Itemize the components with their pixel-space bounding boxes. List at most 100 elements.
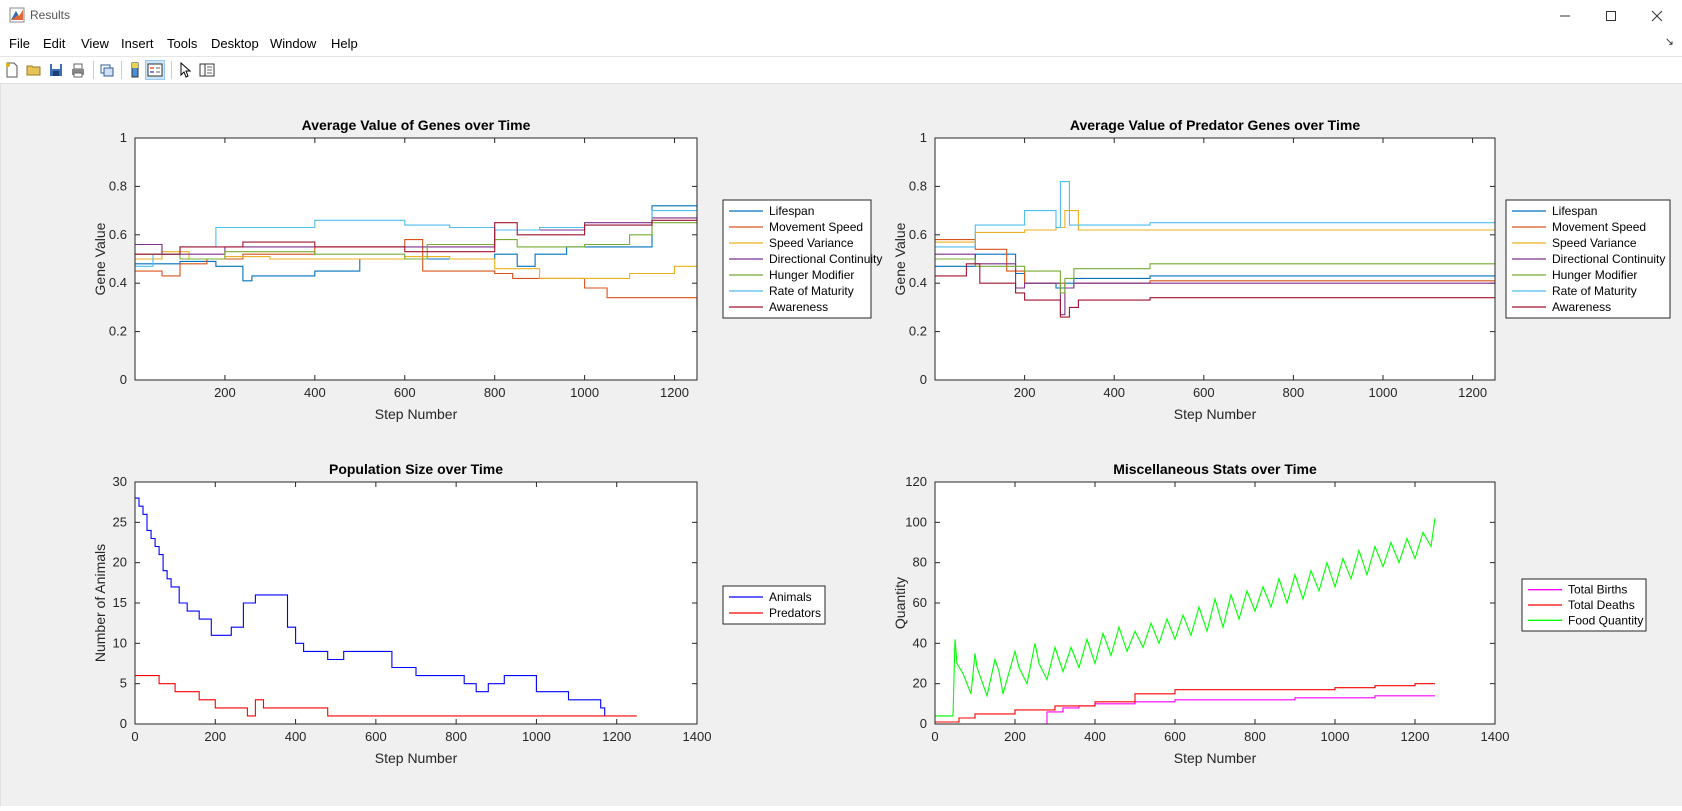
menu-desktop[interactable]: Desktop [211, 36, 259, 51]
title-bar: Results [0, 0, 1682, 31]
plot-area [935, 138, 1495, 380]
y-axis-label: Quantity [892, 577, 908, 629]
x-tick-label: 800 [445, 729, 467, 744]
x-tick-label: 200 [1004, 729, 1026, 744]
insert-colorbar-icon[interactable] [125, 60, 145, 80]
maximize-button[interactable] [1588, 0, 1634, 31]
menu-help[interactable]: Help [331, 36, 358, 51]
save-icon[interactable] [46, 60, 66, 80]
series-line-awareness [135, 217, 698, 255]
x-tick-label: 600 [365, 729, 387, 744]
chart-title: Average Value of Genes over Time [302, 117, 531, 133]
y-tick-label: 1 [120, 130, 127, 145]
legend-label-food-quantity: Food Quantity [1568, 613, 1643, 627]
y-tick-label: 1 [920, 130, 927, 145]
y-tick-label: 0.6 [109, 227, 127, 242]
x-tick-label: 1200 [602, 729, 631, 744]
legend-label-hunger-modifier: Hunger Modifier [1552, 268, 1637, 282]
y-axis-label: Gene Value [92, 222, 108, 295]
legend-label-total-births: Total Births [1568, 583, 1627, 597]
menu-window[interactable]: Window [270, 36, 317, 51]
legend: Lifespan Movement Speed Speed Variance Dire… [1505, 199, 1671, 319]
open-icon[interactable] [24, 60, 44, 80]
print-icon[interactable] [68, 60, 88, 80]
legend: Lifespan Movement Speed Speed Variance Dire… [722, 199, 882, 319]
legend-label-speed-variance: Speed Variance [769, 236, 854, 250]
close-button[interactable] [1634, 0, 1680, 31]
series-line-animals [135, 497, 606, 716]
series-line-lifespan [935, 253, 1495, 289]
legend-label-directional-continuity: Directional Continuity [1552, 252, 1665, 266]
legend-label-predators: Predators [769, 606, 821, 620]
menu-tools[interactable]: Tools [167, 36, 198, 51]
series-line-predators [135, 675, 637, 717]
legend-label-awareness: Awareness [769, 300, 828, 314]
y-tick-label: 20 [113, 555, 127, 570]
menu-insert[interactable]: Insert [121, 36, 154, 51]
y-tick-label: 10 [113, 635, 127, 650]
y-tick-label: 120 [905, 474, 927, 489]
toolbar-separator [171, 61, 172, 79]
x-tick-label: 1400 [683, 729, 712, 744]
minimize-button[interactable] [1542, 0, 1588, 31]
y-tick-label: 0.2 [109, 324, 127, 339]
series-line-movement-speed [135, 239, 698, 308]
legend-label-rate-of-maturity: Rate of Maturity [1552, 284, 1637, 298]
x-tick-label: 200 [214, 385, 236, 400]
y-tick-label: 0.6 [909, 227, 927, 242]
plot-area [935, 482, 1495, 724]
x-tick-label: 800 [1244, 729, 1266, 744]
legend-label-rate-of-maturity: Rate of Maturity [769, 284, 854, 298]
x-tick-label: 1000 [522, 729, 551, 744]
x-axis-label: Step Number [1174, 406, 1257, 422]
matlab-icon [9, 7, 25, 23]
figure-plots: 200 400 600 800 1000 120000.20.40.60.81Averag… [92, 117, 1671, 766]
y-axis-label: Gene Value [892, 222, 908, 295]
chart-average-value-of-predator-genes-over-time: 200 400 600 800 1000 1200 0 0.2 0.4 0.6 0.8 1 Averag… [892, 117, 1671, 422]
legend-label-hunger-modifier: Hunger Modifier [769, 268, 854, 282]
link-plot-icon[interactable] [97, 60, 117, 80]
toolbar-separator [121, 61, 122, 79]
legend-label-directional-continuity: Directional Continuity [769, 252, 882, 266]
property-inspector-icon[interactable] [197, 60, 217, 80]
y-tick-label: 20 [913, 676, 927, 691]
legend-label-total-deaths: Total Deaths [1568, 598, 1635, 612]
legend: Animals Predators [722, 585, 826, 625]
y-tick-label: 30 [113, 474, 127, 489]
axes-box [934, 137, 1496, 381]
y-tick-label: 0 [920, 716, 927, 731]
x-tick-label: 1000 [1369, 385, 1398, 400]
legend-box [1521, 578, 1647, 632]
chart-average-value-of-genes-over-time: 200 400 600 800 1000 1200 0 0.2 0.4 0.6 0.8 1 Averag… [92, 117, 882, 422]
chart-title: Population Size over Time [329, 461, 503, 477]
y-tick-label: 0.4 [909, 275, 927, 290]
edit-plot-icon[interactable] [175, 60, 195, 80]
axes-box [134, 137, 698, 381]
legend-label-speed-variance: Speed Variance [1552, 236, 1637, 250]
chart-miscellaneous-stats-over-time: 0 200 400 600 800 1000 1200 1400 0 20 40 60 80 100 120… [892, 461, 1647, 766]
series-line-hunger-modifier [135, 222, 697, 260]
insert-legend-icon[interactable] [145, 60, 165, 80]
y-tick-label: 0.4 [109, 275, 127, 290]
dock-figure-icon[interactable]: ↘ [1664, 36, 1674, 48]
y-tick-label: 0.8 [909, 178, 927, 193]
axes-box [934, 481, 1496, 725]
x-axis-label: Step Number [1174, 750, 1257, 766]
y-tick-label: 100 [905, 514, 927, 529]
x-tick-label: 0 [931, 729, 938, 744]
menu-file[interactable]: File [9, 36, 30, 51]
x-tick-label: 1400 [1481, 729, 1510, 744]
menu-edit[interactable]: Edit [43, 36, 66, 51]
x-tick-label: 1200 [1401, 729, 1430, 744]
chart-population-size-over-time: 0 200 400 600 800 1000 1200 1400 0 5 10 15 20 25 30 Pop… [92, 461, 826, 766]
y-tick-label: 40 [913, 635, 927, 650]
series-line-hunger-modifier [935, 258, 1495, 294]
menu-view[interactable]: View [81, 36, 109, 51]
new-figure-icon[interactable] [2, 60, 22, 80]
toolbar-separator [93, 61, 94, 79]
x-axis-label: Step Number [375, 750, 458, 766]
series-line-awareness [935, 263, 1495, 318]
figure-canvas: 200 400 600 800 1000 1200 0 0.2 0.4 0.6 0.8 1 Averag… [0, 84, 1682, 806]
x-tick-label: 200 [204, 729, 226, 744]
